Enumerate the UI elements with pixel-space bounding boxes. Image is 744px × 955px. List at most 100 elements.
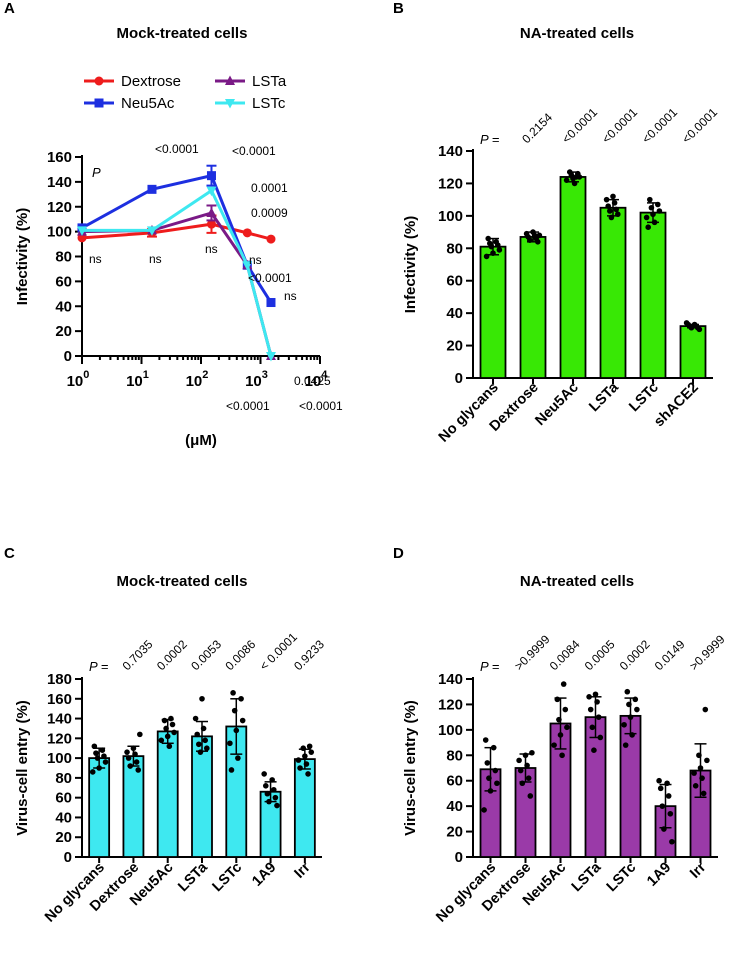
- legend-marker: [225, 75, 235, 85]
- data-point: [571, 180, 578, 187]
- bar: [639, 211, 667, 379]
- series-line: [81, 173, 273, 304]
- chart-title: Mock-treated cells: [117, 25, 248, 42]
- data-point: [560, 681, 567, 687]
- bar: [479, 245, 507, 379]
- data-point: [650, 211, 656, 218]
- data-point: [573, 174, 579, 180]
- data-point: [525, 775, 532, 781]
- p-value-label: 0.0053: [188, 637, 224, 673]
- data-point: [206, 207, 217, 217]
- category-label: LSTc: [604, 860, 640, 896]
- data-point: [610, 193, 616, 200]
- data-point: [551, 742, 557, 748]
- annotation: <0.0001: [232, 144, 276, 158]
- data-point: [562, 706, 569, 713]
- panel-letter: D: [393, 545, 404, 562]
- annotation: ns: [89, 252, 102, 266]
- data-point: [94, 755, 101, 761]
- data-point: [494, 780, 500, 787]
- data-point: [300, 745, 307, 752]
- data-point: [517, 767, 524, 774]
- data-point: [490, 744, 497, 751]
- data-point: [657, 785, 664, 792]
- data-point: [594, 699, 600, 705]
- data-point: [124, 749, 130, 755]
- data-point: [589, 724, 596, 731]
- x-tick-label: 100: [67, 369, 90, 390]
- data-point: [125, 755, 132, 761]
- data-point: [626, 701, 632, 708]
- y-tick-label: 80: [446, 747, 463, 764]
- annotation: 0.0425: [294, 374, 331, 388]
- y-tick-label: 120: [438, 696, 463, 713]
- data-point: [199, 695, 205, 702]
- y-tick-label: 60: [55, 790, 72, 807]
- y-tick-label: 100: [438, 722, 463, 739]
- annotation: ns: [205, 242, 218, 256]
- data-point: [202, 737, 208, 744]
- category-label: shACE2: [651, 380, 702, 431]
- category-label: 1A9: [249, 860, 279, 890]
- data-point: [524, 762, 530, 769]
- data-point: [603, 196, 610, 203]
- data-point: [645, 224, 651, 231]
- x-tick-label: 104: [305, 369, 329, 390]
- y-tick-label: 100: [47, 750, 72, 767]
- bar: [559, 176, 587, 379]
- y-tick-label: 140: [47, 711, 72, 728]
- data-point: [700, 790, 707, 797]
- data-point: [697, 765, 704, 771]
- data-point: [305, 771, 311, 777]
- y-tick-label: 160: [47, 149, 72, 166]
- p-value-label: 0.0002: [154, 637, 190, 673]
- annotation: <0.0001: [299, 399, 343, 413]
- data-point: [624, 688, 631, 695]
- data-point: [556, 716, 562, 723]
- y-tick-label: 140: [438, 671, 463, 688]
- p-value-label: 0.0149: [652, 637, 688, 673]
- p-value-label: 0.0086: [223, 637, 259, 673]
- annotation: ns: [149, 252, 162, 266]
- data-point: [564, 724, 570, 731]
- data-point: [699, 775, 705, 781]
- category-label: LSTa: [569, 859, 605, 895]
- y-tick-label: 140: [47, 174, 72, 191]
- y-tick-label: 60: [446, 273, 463, 290]
- data-point: [274, 802, 280, 809]
- data-point: [264, 790, 271, 797]
- series-line: [82, 188, 273, 357]
- data-point: [651, 219, 658, 226]
- panel-letter: C: [4, 545, 15, 562]
- data-point: [621, 721, 627, 728]
- data-point: [656, 208, 663, 214]
- category-label: 1A9: [644, 860, 674, 890]
- data-point: [608, 214, 615, 221]
- data-point: [557, 732, 564, 738]
- p-value-header: P: [92, 165, 101, 180]
- data-point: [297, 765, 303, 771]
- data-point: [265, 352, 276, 362]
- data-point: [634, 706, 640, 713]
- data-point: [295, 757, 302, 763]
- annotation: ns: [249, 253, 262, 267]
- bar: [156, 730, 179, 858]
- category-label: LSTc: [209, 860, 245, 896]
- panel-letter: B: [393, 0, 404, 17]
- data-point: [483, 253, 490, 260]
- data-point: [492, 767, 499, 774]
- p-value-label: 0.0002: [617, 637, 653, 673]
- data-point: [622, 742, 629, 748]
- data-point: [481, 807, 487, 813]
- y-axis-label: Infectivity (%): [402, 216, 419, 314]
- data-point: [101, 753, 107, 759]
- data-point: [206, 171, 216, 181]
- y-tick-label: 20: [55, 323, 72, 340]
- data-point: [93, 750, 99, 756]
- chart-title: NA-treated cells: [520, 25, 634, 42]
- data-point: [661, 826, 667, 832]
- annotation: 0.0009: [251, 206, 288, 220]
- data-point: [130, 745, 137, 752]
- data-point: [266, 298, 276, 308]
- legend-label: Neu5Ac: [121, 95, 175, 112]
